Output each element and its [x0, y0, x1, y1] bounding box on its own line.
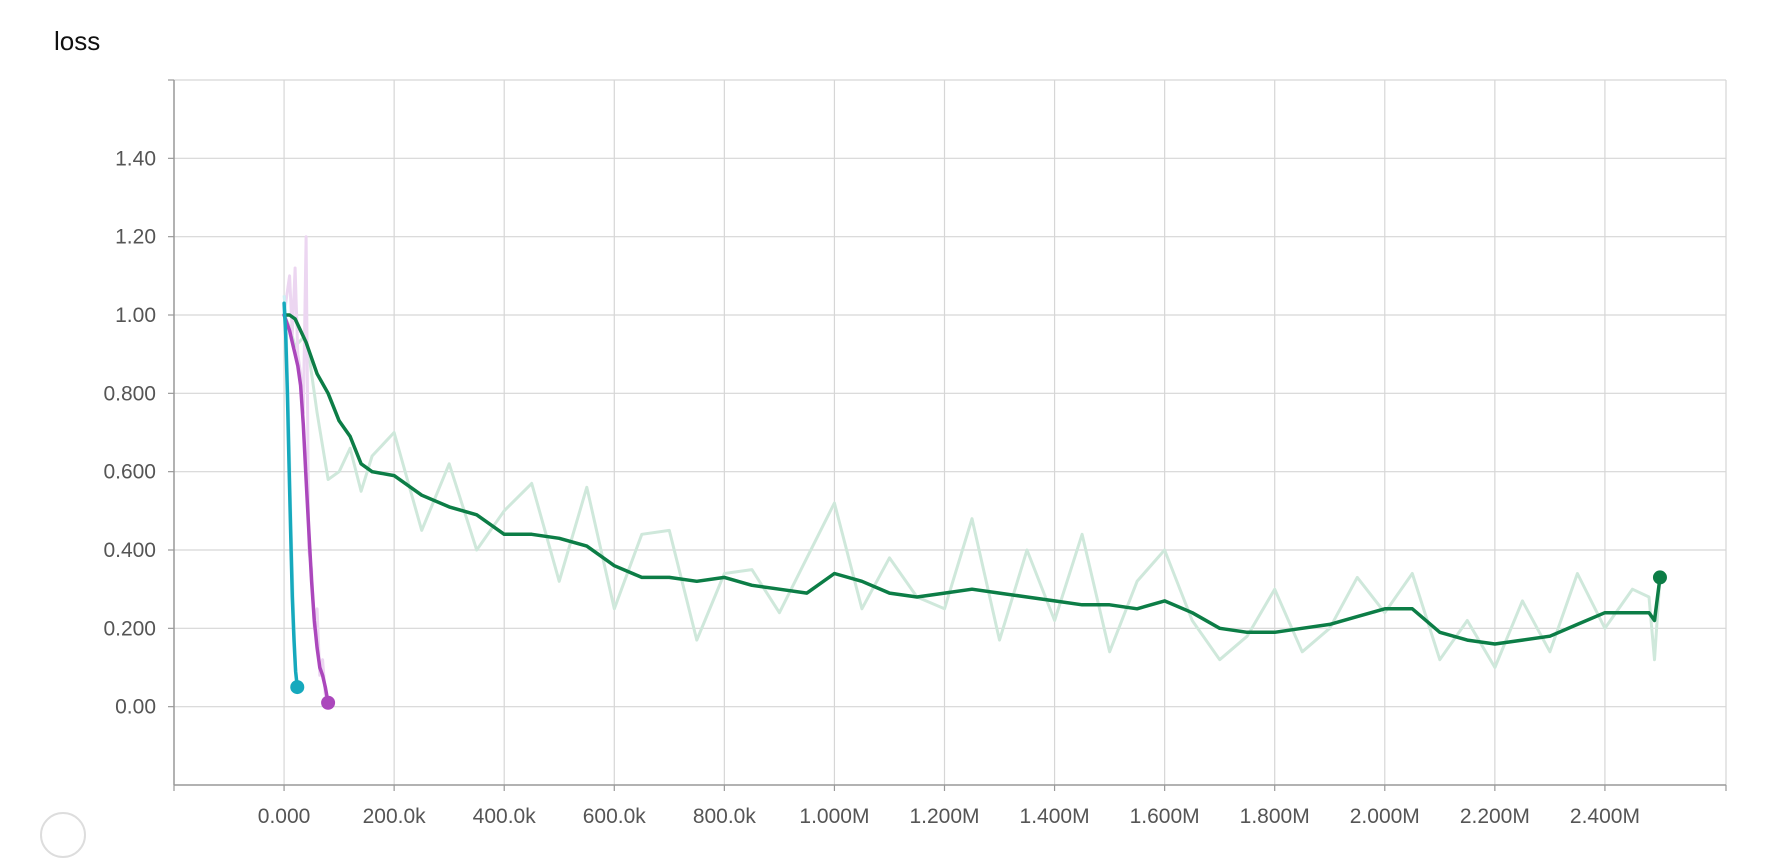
- raw-series-group: [282, 235, 1662, 704]
- y-tick-label: 1.00: [115, 304, 156, 327]
- x-tick-label: 200.0k: [363, 805, 427, 828]
- x-tick-label: 1.600M: [1130, 805, 1200, 828]
- y-tick-label: 0.00: [115, 696, 156, 719]
- chart-title: loss: [54, 26, 101, 56]
- x-tick-label: 600.0k: [583, 805, 647, 828]
- y-tick-labels: 0.00 0.200 0.400 0.600 0.800 1.00 1.20 1.40: [103, 147, 156, 718]
- x-tick-label: 2.200M: [1460, 805, 1530, 828]
- y-tick-label: 0.800: [103, 382, 156, 405]
- series-end-marker: [321, 695, 336, 710]
- x-tick-label: 2.000M: [1350, 805, 1420, 828]
- smoothed-series-group: [282, 301, 1662, 705]
- smoothed-series-line: [282, 313, 330, 705]
- x-tick-label: 800.0k: [693, 805, 757, 828]
- x-tick-label: 1.200M: [909, 805, 979, 828]
- raw-series-line: [282, 314, 1662, 669]
- loss-chart: 0.000 200.0k 400.0k 600.0k 800.0k 1.000M 1.200…: [103, 79, 1727, 828]
- smoothed-series-line: [282, 313, 1662, 646]
- expand-chart-button[interactable]: [40, 812, 86, 858]
- y-tick-label: 0.400: [103, 539, 156, 562]
- x-tick-label: 1.800M: [1240, 805, 1310, 828]
- series-end-marker: [1652, 570, 1667, 585]
- axes: [168, 79, 1727, 791]
- x-tick-label: 0.000: [258, 805, 311, 828]
- end-markers-group: [290, 570, 1667, 710]
- y-tick-label: 1.40: [115, 147, 156, 170]
- x-tick-labels: 0.000 200.0k 400.0k 600.0k 800.0k 1.000M 1.200…: [258, 805, 1640, 828]
- x-tick-label: 400.0k: [473, 805, 537, 828]
- x-tick-label: 1.000M: [799, 805, 869, 828]
- y-tick-label: 1.20: [115, 226, 156, 249]
- smoothed-series-line: [282, 301, 300, 689]
- x-tick-label: 2.400M: [1570, 805, 1640, 828]
- x-tick-label: 1.400M: [1020, 805, 1090, 828]
- grid: [174, 79, 1727, 785]
- series-end-marker: [290, 680, 305, 695]
- y-tick-label: 0.600: [103, 461, 156, 484]
- y-tick-label: 0.200: [103, 617, 156, 640]
